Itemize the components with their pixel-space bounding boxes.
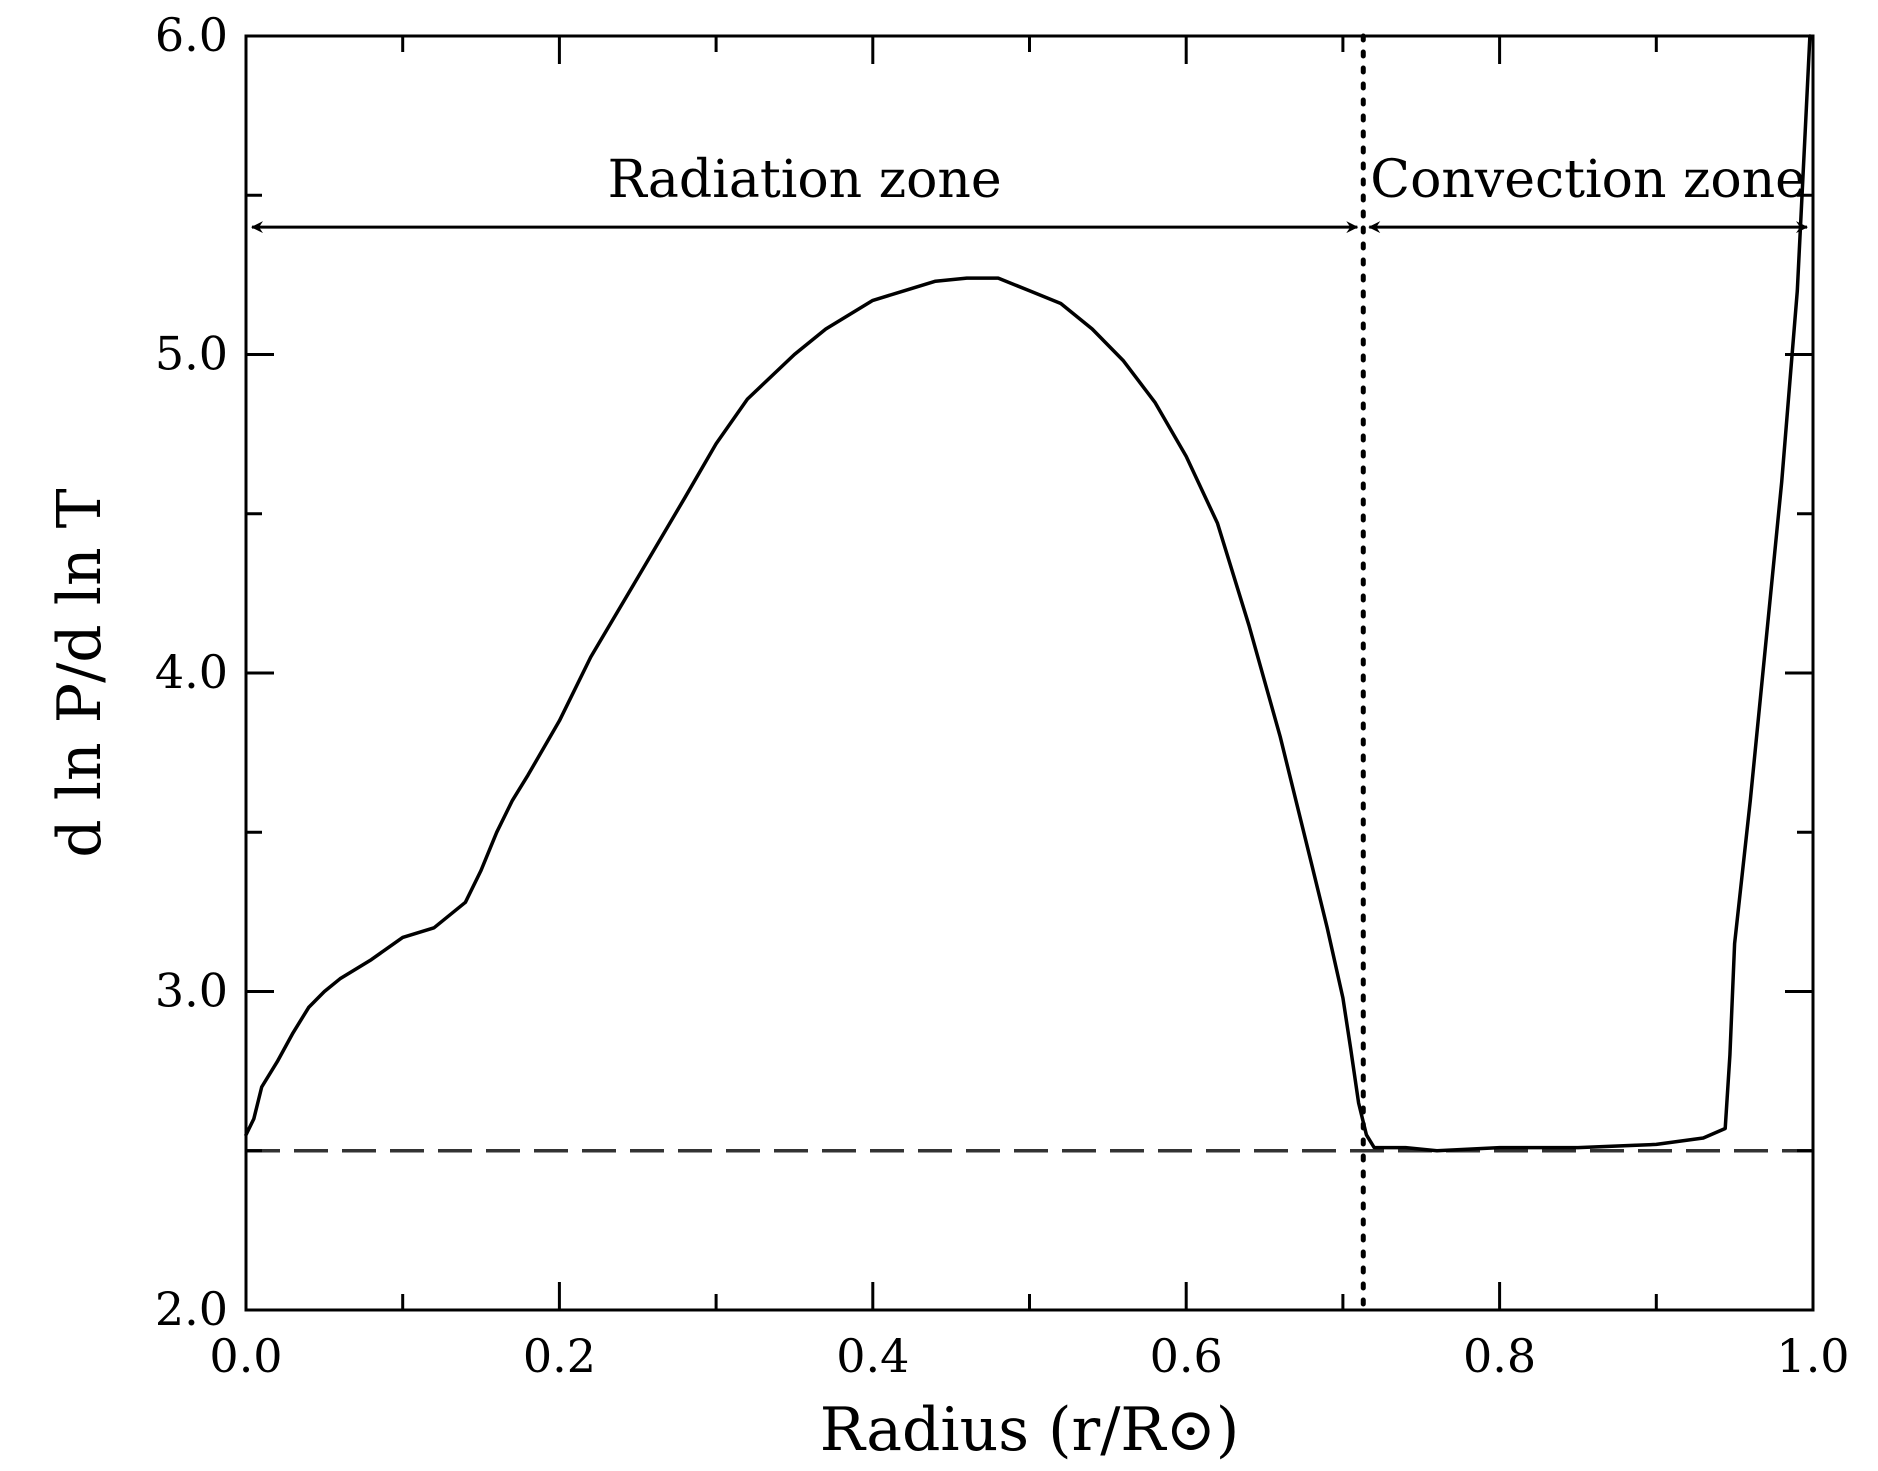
x-axis-label: Radius (r/R⊙) bbox=[820, 1395, 1240, 1465]
y-axis-label: d ln P/d ln T bbox=[45, 488, 115, 857]
y-tick-label: 4.0 bbox=[155, 645, 228, 699]
x-tick-label: 1.0 bbox=[1776, 1329, 1849, 1383]
x-tick-label: 0.8 bbox=[1463, 1329, 1536, 1383]
y-tick-label: 5.0 bbox=[155, 327, 228, 381]
y-tick-label: 3.0 bbox=[155, 964, 228, 1018]
axes-layer: 0.0 0.2 0.4 0.6 0.8 1.0 2.0 3.0 4.0 5.0 6.0 bbox=[155, 8, 1850, 1383]
y-tick-label: 6.0 bbox=[155, 8, 228, 62]
x-tick-label: 0.0 bbox=[209, 1329, 282, 1383]
zone-label: Convection zone bbox=[1370, 150, 1806, 210]
x-tick-label: 0.4 bbox=[836, 1329, 909, 1383]
x-tick-label: 0.6 bbox=[1150, 1329, 1223, 1383]
series-line bbox=[244, 34, 1812, 1153]
annotation-layer: Radiation zone Convection zone bbox=[251, 150, 1808, 234]
series-layer bbox=[244, 34, 1812, 1153]
x-tick-label: 0.2 bbox=[523, 1329, 596, 1383]
y-tick-label: 2.0 bbox=[155, 1282, 228, 1336]
zone-label: Radiation zone bbox=[608, 150, 1002, 210]
reference-lines-layer bbox=[246, 33, 1813, 1313]
